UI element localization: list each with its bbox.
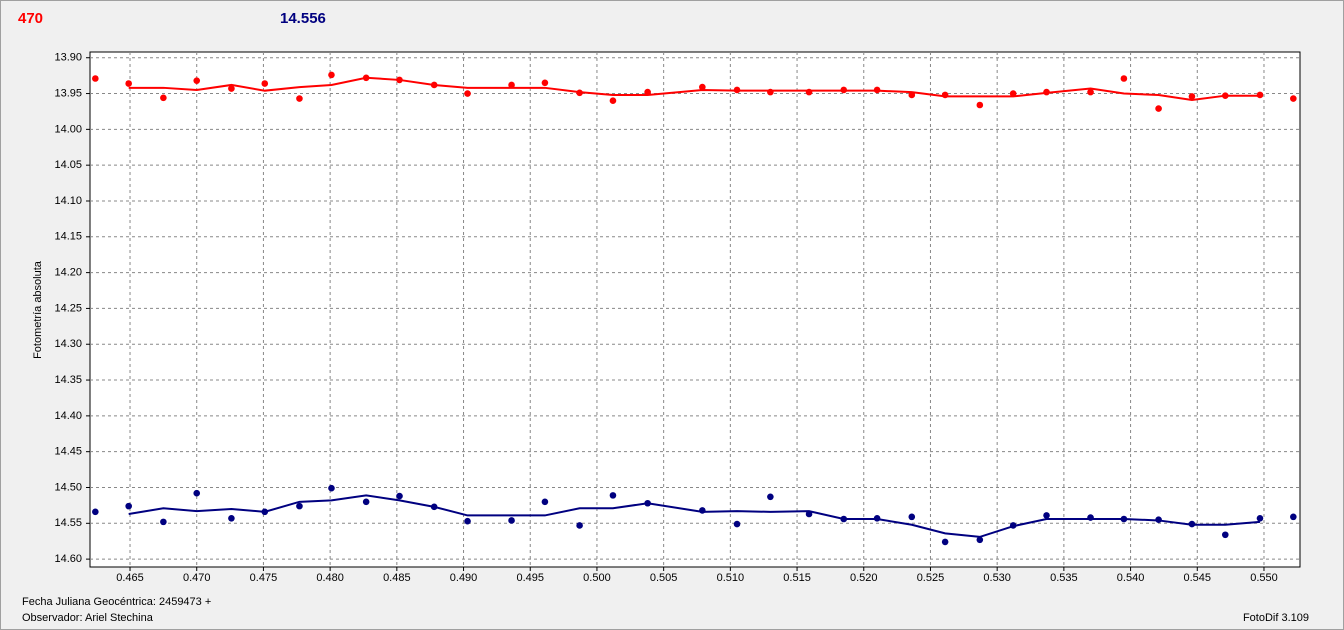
- y-axis-label: Fotometría absoluta: [32, 260, 44, 359]
- x-tick-label: 0.515: [783, 572, 811, 584]
- data-point: [464, 517, 471, 525]
- data-point: [541, 498, 549, 506]
- data-point: [941, 538, 949, 546]
- data-point: [160, 518, 167, 526]
- data-point: [699, 83, 706, 91]
- data-point: [1290, 513, 1297, 521]
- data-point: [328, 71, 335, 79]
- data-point: [160, 94, 167, 102]
- data-point: [228, 85, 235, 92]
- x-tick-label: 0.505: [650, 572, 678, 584]
- x-tick-label: 0.500: [583, 572, 611, 584]
- y-tick-label: 14.15: [54, 231, 82, 243]
- data-point: [508, 81, 515, 89]
- data-point: [541, 79, 549, 87]
- header-right: 14.556: [280, 10, 326, 27]
- y-tick-label: 14.20: [54, 267, 82, 279]
- data-point: [92, 508, 99, 516]
- data-point: [328, 484, 335, 492]
- footer-software: FotoDif 3.109: [1243, 612, 1309, 624]
- data-point: [92, 75, 99, 82]
- y-tick-label: 13.95: [54, 87, 82, 99]
- x-tick-label: 0.530: [983, 572, 1011, 584]
- x-tick-label: 0.490: [450, 572, 478, 584]
- data-point: [261, 80, 269, 87]
- footer-observer: Observador: Ariel Stechina: [22, 612, 154, 624]
- data-point: [1087, 88, 1094, 96]
- data-point: [609, 492, 617, 499]
- data-point: [125, 80, 132, 87]
- y-tick-label: 14.40: [54, 410, 82, 422]
- data-point: [1043, 512, 1050, 519]
- data-point: [976, 536, 984, 544]
- y-tick-label: 14.50: [54, 481, 82, 493]
- y-tick-label: 14.10: [54, 195, 82, 207]
- data-point: [644, 88, 651, 96]
- data-point: [193, 489, 201, 497]
- data-point: [228, 514, 235, 522]
- footer-date: Fecha Juliana Geocéntrica: 2459473 +: [22, 596, 211, 608]
- data-point: [976, 101, 984, 109]
- x-tick-label: 0.495: [516, 572, 544, 584]
- data-point: [1221, 531, 1229, 539]
- data-point: [1188, 93, 1196, 100]
- data-point: [125, 502, 132, 510]
- y-tick-label: 14.05: [54, 159, 82, 171]
- data-point: [1155, 105, 1162, 112]
- y-tick-label: 14.55: [54, 517, 82, 529]
- x-tick-label: 0.520: [850, 572, 878, 584]
- y-tick-label: 14.35: [54, 374, 82, 386]
- data-point: [1256, 514, 1264, 522]
- x-tick-label: 0.510: [717, 572, 745, 584]
- data-point: [296, 502, 303, 510]
- header-left: 470: [18, 10, 43, 27]
- x-tick-label: 0.540: [1117, 572, 1145, 584]
- data-point: [609, 97, 617, 105]
- data-point: [733, 520, 741, 528]
- fit-line: [128, 76, 1260, 101]
- data-point: [396, 492, 403, 500]
- data-point: [576, 522, 583, 529]
- y-tick-label: 14.45: [54, 446, 82, 458]
- y-tick-label: 14.60: [54, 553, 82, 565]
- y-tick-label: 14.25: [54, 302, 82, 314]
- x-tick-label: 0.525: [917, 572, 945, 584]
- x-tick-label: 0.545: [1184, 572, 1212, 584]
- data-point: [908, 513, 916, 521]
- y-tick-label: 13.90: [54, 52, 82, 64]
- y-tick-label: 14.00: [54, 123, 82, 135]
- x-tick-label: 0.485: [383, 572, 411, 584]
- data-point: [1009, 90, 1017, 97]
- x-tick-label: 0.550: [1250, 572, 1278, 584]
- data-point: [464, 90, 471, 97]
- x-tick-label: 0.480: [316, 572, 344, 584]
- x-tick-label: 0.535: [1050, 572, 1078, 584]
- data-point: [362, 498, 370, 506]
- data-point: [1290, 95, 1297, 102]
- plot-area: [89, 51, 1301, 568]
- data-point: [296, 95, 303, 102]
- x-tick-label: 0.470: [183, 572, 211, 584]
- fit-line: [128, 494, 1261, 538]
- y-tick-label: 14.30: [54, 338, 82, 350]
- data-point: [193, 77, 201, 84]
- data-point: [767, 493, 774, 501]
- x-tick-label: 0.475: [250, 572, 278, 584]
- x-tick-label: 0.465: [116, 572, 144, 584]
- data-point: [508, 517, 515, 524]
- data-point: [1120, 75, 1128, 82]
